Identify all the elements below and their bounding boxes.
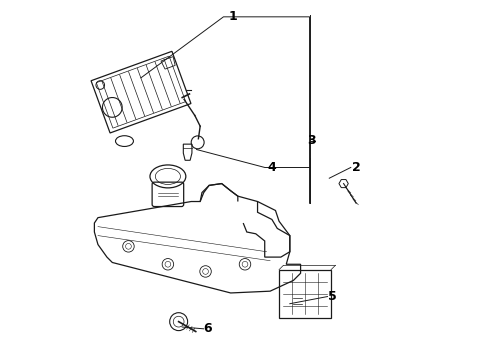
- Text: 1: 1: [228, 10, 237, 23]
- Text: 3: 3: [307, 134, 316, 147]
- Text: 5: 5: [328, 290, 337, 303]
- Text: 4: 4: [268, 161, 276, 174]
- Text: 6: 6: [203, 322, 212, 335]
- Text: 2: 2: [352, 161, 361, 174]
